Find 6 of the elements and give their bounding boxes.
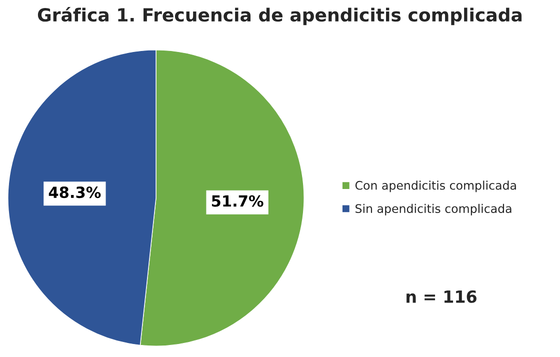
legend-label: Con apendicitis complicada bbox=[355, 180, 516, 192]
legend-label: Sin apendicitis complicada bbox=[356, 204, 512, 216]
data-label: 51.7% bbox=[212, 195, 264, 207]
data-label: 48.3% bbox=[48, 186, 101, 198]
chart-title: Gráfica 1. Frecuencia de apendicitis complicada bbox=[38, 6, 522, 26]
text: n = 116 bbox=[406, 290, 476, 303]
